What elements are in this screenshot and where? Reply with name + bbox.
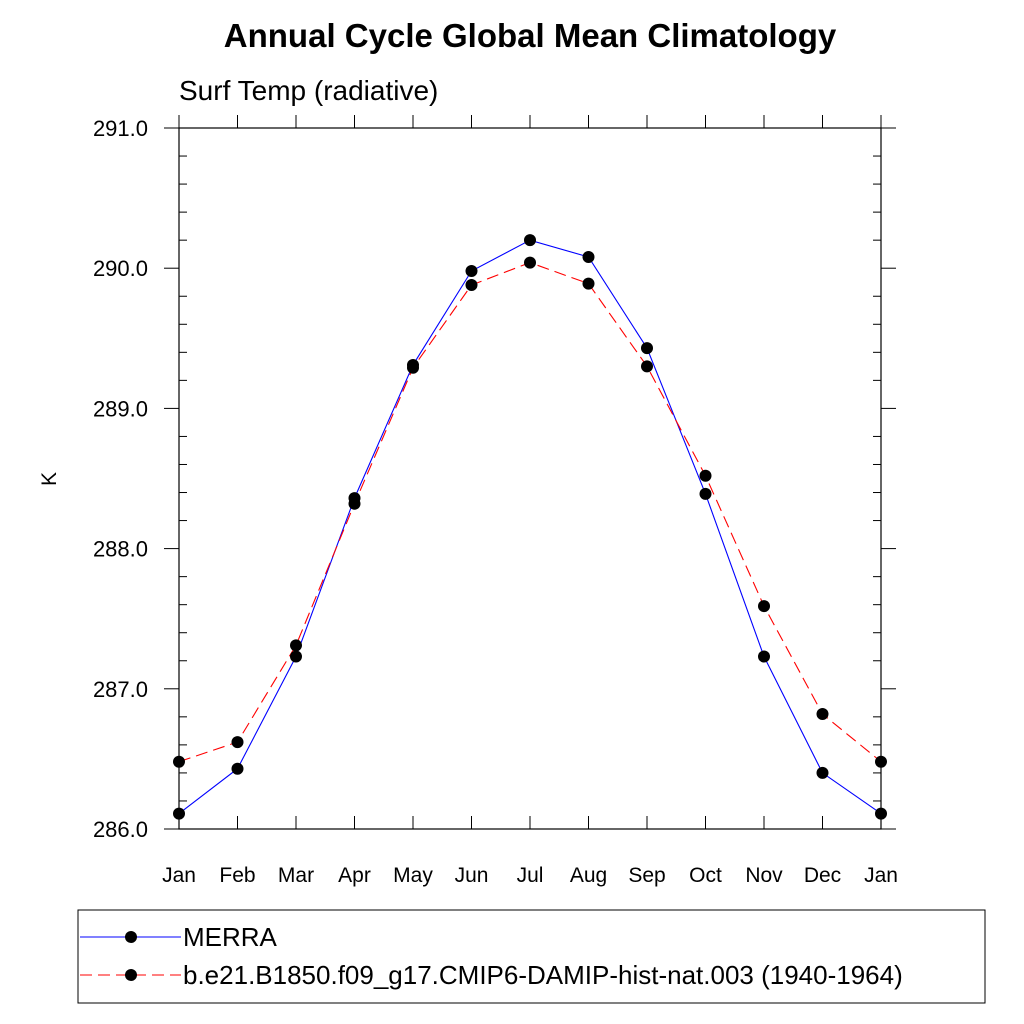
x-tick-label: Jul (517, 864, 544, 887)
x-tick-label: Apr (338, 864, 371, 887)
data-point (758, 600, 770, 613)
y-tick-label: 286.0 (93, 817, 148, 842)
x-tick-label: May (393, 864, 433, 887)
y-axis-label: K (38, 472, 61, 486)
x-tick-label: Jun (455, 864, 489, 887)
series-lines (178, 239, 882, 815)
data-point (231, 762, 244, 775)
legend-swatch-marker (125, 969, 137, 981)
x-tick-label: Dec (804, 864, 841, 887)
series-line (178, 239, 882, 815)
series-line (178, 262, 882, 763)
x-tick-label: Sep (628, 864, 665, 887)
data-point (699, 469, 712, 482)
legend-swatch-marker (125, 931, 137, 943)
data-point (407, 361, 419, 374)
data-point (348, 497, 361, 510)
y-tick-labels: 286.0 287.0 288.0 289.0 290.0 291.0 (93, 116, 148, 842)
data-point (465, 265, 478, 278)
plot-frame (178, 127, 882, 830)
y-tick-label: 288.0 (93, 537, 148, 562)
chart-title: Annual Cycle Global Mean Climatology (224, 17, 837, 54)
data-point (290, 639, 302, 652)
data-point (173, 755, 185, 768)
data-point (758, 650, 770, 663)
axis-ticks (164, 115, 896, 830)
data-point (231, 736, 244, 749)
legend: MERRA b.e21.B1850.f09_g17.CMIP6-DAMIP-his… (80, 922, 903, 990)
y-tick-label: 291.0 (93, 116, 148, 141)
x-tick-label: Nov (745, 864, 783, 887)
data-point (641, 342, 653, 355)
data-point (524, 256, 536, 269)
x-tick-label: Jan (864, 864, 898, 887)
x-tick-label: Aug (570, 864, 607, 887)
data-point (875, 755, 887, 768)
data-point (290, 650, 302, 663)
x-tick-label: Oct (689, 864, 722, 887)
legend-label: MERRA (183, 922, 278, 952)
x-tick-label: Jan (162, 864, 196, 887)
x-tick-label: Feb (219, 864, 255, 887)
legend-box (77, 909, 986, 1004)
data-point (641, 360, 653, 373)
data-point (816, 708, 829, 721)
chart-subtitle: Surf Temp (radiative) (179, 75, 438, 106)
data-point (582, 250, 595, 263)
x-tick-labels: Jan Feb Mar Apr May Jun Jul Aug Sep Oct Nov Dec Jan (162, 864, 898, 887)
y-tick-label: 287.0 (93, 677, 148, 702)
data-point (465, 279, 478, 292)
y-tick-label: 290.0 (93, 256, 148, 281)
x-tick-label: Mar (278, 864, 314, 887)
series-markers (173, 234, 887, 820)
y-tick-label: 289.0 (93, 396, 148, 421)
data-point (582, 277, 595, 290)
data-point (524, 234, 536, 247)
data-point (875, 807, 887, 820)
data-point (699, 487, 712, 500)
data-point (816, 766, 829, 779)
data-point (173, 807, 185, 820)
legend-label: b.e21.B1850.f09_g17.CMIP6-DAMIP-hist-nat… (183, 960, 903, 990)
